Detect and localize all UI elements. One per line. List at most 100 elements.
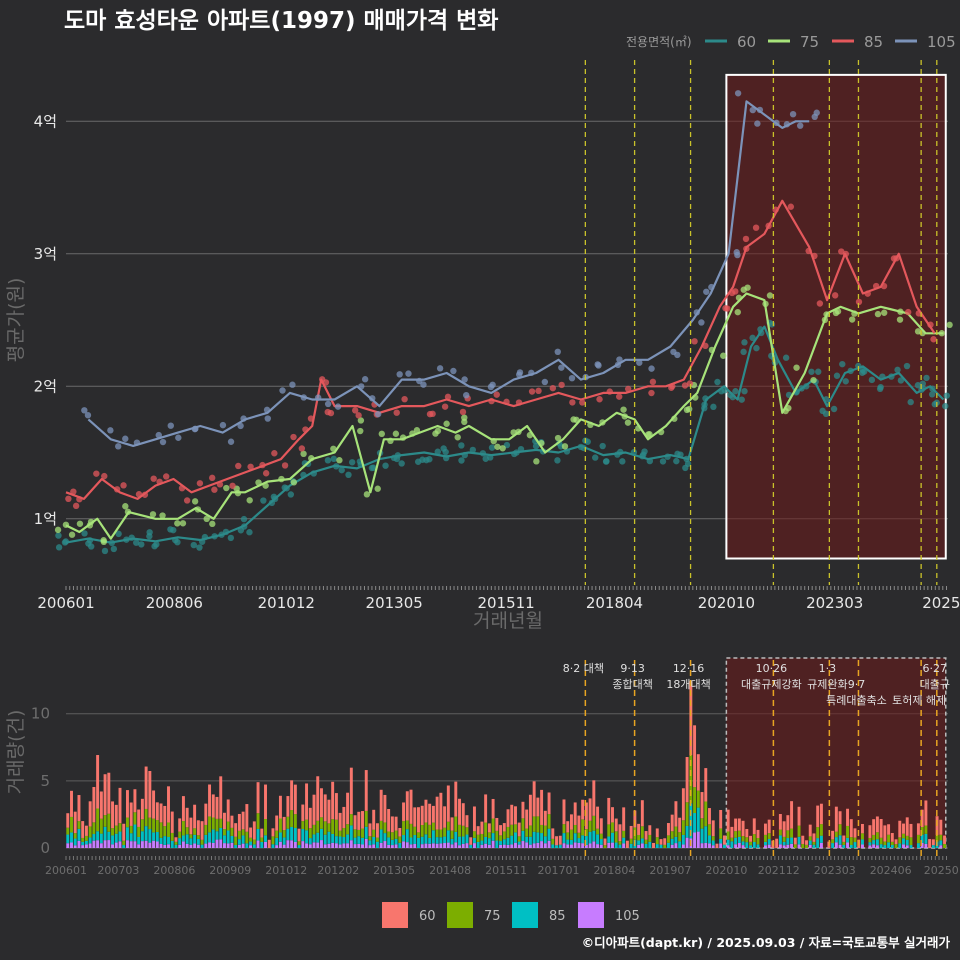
- volume-bar: [349, 825, 353, 841]
- volume-bar: [96, 831, 100, 841]
- volume-bar: [81, 841, 85, 846]
- volume-bar: [887, 824, 891, 835]
- volume-bar: [96, 808, 100, 832]
- data-point: [330, 455, 338, 463]
- data-point: [914, 382, 922, 389]
- volume-bar: [372, 844, 376, 848]
- data-point: [592, 454, 599, 461]
- data-point: [240, 515, 248, 523]
- volume-bar: [838, 844, 842, 848]
- volume-bar: [215, 839, 219, 848]
- data-point: [300, 450, 307, 458]
- volume-bar: [502, 844, 506, 848]
- volume-bar: [293, 841, 297, 848]
- volume-bar: [569, 829, 573, 840]
- data-point: [281, 462, 289, 469]
- volume-bar: [286, 828, 290, 841]
- volume-bar: [111, 835, 115, 845]
- data-point: [170, 526, 177, 534]
- volume-bar: [491, 833, 495, 841]
- data-point: [374, 485, 381, 492]
- volume-bar: [226, 830, 230, 844]
- volume-bar: [674, 826, 678, 837]
- volume-bar: [495, 830, 499, 841]
- volume-bar: [189, 817, 193, 835]
- data-point: [357, 417, 365, 424]
- volume-bar: [424, 843, 428, 848]
- data-point: [450, 367, 457, 375]
- legend-title: 전용면적(㎡): [626, 35, 692, 49]
- data-point: [196, 544, 203, 551]
- data-point: [434, 427, 442, 435]
- volume-bar: [331, 781, 335, 820]
- data-point: [691, 338, 698, 345]
- data-point: [334, 403, 342, 410]
- volume-bar: [208, 784, 212, 817]
- volume-bar: [361, 837, 364, 845]
- volume-bar: [872, 834, 876, 841]
- volume-bar: [383, 822, 387, 834]
- data-point: [860, 368, 868, 375]
- volume-bar: [398, 836, 402, 843]
- data-point: [710, 403, 717, 411]
- volume-bar: [114, 804, 118, 826]
- volume-bar: [278, 795, 282, 819]
- bar-legend-swatch-85: [512, 902, 538, 928]
- volume-bar: [517, 822, 521, 837]
- volume-bar: [838, 811, 842, 825]
- volume-bar: [327, 799, 331, 824]
- volume-bar: [122, 823, 126, 841]
- volume-bar: [114, 842, 118, 848]
- data-point: [554, 457, 561, 464]
- volume-bar: [342, 827, 346, 838]
- data-point: [930, 336, 937, 343]
- volume-bar: [831, 843, 835, 848]
- volume-bar: [924, 833, 928, 844]
- volume-bar: [144, 808, 148, 827]
- volume-bar: [70, 816, 73, 833]
- volume-bar: [88, 826, 92, 838]
- volume-bar: [99, 843, 103, 848]
- data-point: [842, 378, 849, 385]
- volume-bar: [316, 820, 320, 833]
- volume-bar: [756, 837, 760, 845]
- volume-bar: [148, 817, 152, 830]
- volume-bar: [659, 844, 663, 848]
- data-point: [493, 391, 500, 398]
- volume-bar: [458, 824, 461, 837]
- volume-bar: [581, 835, 585, 844]
- data-point: [903, 362, 911, 370]
- data-point: [868, 376, 876, 384]
- volume-bar: [193, 804, 197, 829]
- volume-bar: [905, 817, 909, 836]
- volume-bar: [569, 844, 573, 848]
- volume-bar: [902, 833, 905, 839]
- volume-bar: [749, 841, 753, 846]
- volume-bar: [338, 830, 342, 837]
- data-point: [461, 418, 468, 426]
- volume-bar: [599, 844, 603, 848]
- data-point: [681, 382, 689, 389]
- volume-bar: [514, 842, 517, 848]
- volume-bar: [357, 811, 361, 830]
- volume-bar: [338, 844, 342, 848]
- bottom-legend: 60 75 85 105: [382, 902, 640, 928]
- volume-bar: [204, 834, 208, 844]
- volume-bar: [305, 819, 309, 831]
- volume-bar: [786, 838, 790, 845]
- data-point: [290, 479, 298, 486]
- volume-bar: [368, 836, 372, 841]
- data-point: [698, 319, 705, 326]
- volume-bar: [342, 837, 346, 844]
- data-point: [401, 395, 408, 403]
- data-point: [558, 364, 565, 371]
- policy-annotation: 특례대출축소: [826, 694, 887, 707]
- data-point: [894, 366, 901, 374]
- volume-bar: [409, 844, 413, 848]
- volume-bar: [293, 827, 297, 842]
- volume-bar: [215, 831, 219, 840]
- volume-bar: [797, 836, 801, 845]
- volume-bar: [540, 833, 544, 842]
- volume-bar: [271, 836, 275, 845]
- volume-bar: [644, 839, 648, 844]
